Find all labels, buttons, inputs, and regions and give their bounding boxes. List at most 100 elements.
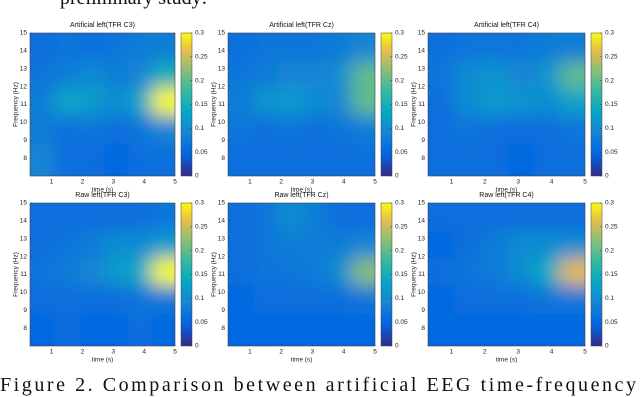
y-tick-label: 13 <box>418 235 426 242</box>
heat-cell <box>228 285 254 315</box>
y-tick-label: 15 <box>218 30 226 37</box>
y-tick-label: 12 <box>418 83 426 90</box>
y-tick-label: 15 <box>20 200 28 207</box>
heat-cell <box>30 33 56 63</box>
heat-cell <box>278 203 304 233</box>
heat-cell <box>303 285 329 315</box>
heat-cell <box>303 33 329 63</box>
caption: Figure 2. Comparison between artificial … <box>0 374 636 396</box>
colorbar-tick-label: 0.25 <box>395 54 408 61</box>
y-tick-label: 14 <box>418 48 426 55</box>
colorbar-tick-label: 0.05 <box>195 319 208 326</box>
heat-cell <box>454 33 482 63</box>
heat-cell <box>79 203 105 233</box>
heat-cell <box>54 313 80 346</box>
heat-cell <box>79 115 105 145</box>
heat-cell <box>151 203 175 233</box>
heat-cell <box>278 88 304 116</box>
colorbar-tick-label: 0.3 <box>195 30 204 37</box>
heat-cell <box>534 88 561 116</box>
heat-cell <box>228 143 254 176</box>
y-tick-label: 8 <box>23 325 27 332</box>
heat-cell <box>351 115 375 145</box>
colorbar-tick-label: 0.15 <box>395 101 408 108</box>
heat-cell <box>303 143 329 176</box>
heat-cell <box>228 88 254 116</box>
colorbar-tick-label: 0.2 <box>605 247 614 254</box>
colorbar-tick-label: 0.1 <box>195 125 204 132</box>
x-tick-label: 2 <box>81 179 85 186</box>
heat-cell <box>79 231 105 259</box>
y-tick-label: 11 <box>418 271 425 278</box>
heat-cell <box>30 313 56 346</box>
colorbar-tick-label: 0 <box>605 343 609 350</box>
heat-cell <box>454 231 482 259</box>
heatmap <box>30 33 175 176</box>
y-axis-label: Frequency (Hz) <box>13 82 20 127</box>
heat-cell <box>79 313 105 346</box>
colorbar-tick-label: 0.05 <box>395 149 408 156</box>
x-tick-label: 1 <box>50 179 54 186</box>
heat-cell <box>508 231 536 259</box>
y-tick-label: 9 <box>421 137 425 144</box>
heat-cell <box>303 115 329 145</box>
heat-cell <box>328 88 353 116</box>
heat-cell <box>534 285 561 315</box>
y-tick-label: 9 <box>421 307 425 314</box>
heat-cell <box>428 33 456 63</box>
heat-cell <box>303 88 329 116</box>
heat-cell <box>30 203 56 233</box>
colorbar-tick-label: 0.3 <box>395 200 404 207</box>
y-tick-label: 13 <box>20 235 28 242</box>
y-tick-label: 13 <box>218 235 226 242</box>
x-tick-label: 3 <box>111 179 115 186</box>
x-tick-label: 1 <box>248 179 252 186</box>
heat-cell <box>151 33 175 63</box>
chart-title: Artificial left(TFR C3) <box>70 22 135 29</box>
y-tick-label: 9 <box>221 307 225 314</box>
heat-cell <box>351 61 375 89</box>
heat-cell <box>328 203 353 233</box>
colorbar-tick-label: 0.05 <box>395 319 408 326</box>
heat-cell <box>104 88 130 116</box>
heat-cell <box>253 88 279 116</box>
heat-cell <box>303 61 329 89</box>
x-tick-label: 4 <box>142 349 146 356</box>
heat-cell <box>278 231 304 259</box>
heat-cell <box>428 115 456 145</box>
x-axis-label: time (s) <box>291 187 313 194</box>
y-tick-label: 11 <box>218 101 225 108</box>
heat-cell <box>328 143 353 176</box>
heat-cell <box>228 258 254 286</box>
heat-cell <box>428 61 456 89</box>
y-tick-label: 10 <box>418 119 426 126</box>
heat-cell <box>128 203 153 233</box>
heatmap-cells <box>228 33 375 176</box>
colorbar-tick-label: 0.15 <box>605 271 618 278</box>
heat-cell <box>30 115 56 145</box>
x-tick-label: 3 <box>311 349 315 356</box>
y-tick-label: 11 <box>20 101 27 108</box>
heatmap-cells <box>428 203 585 346</box>
heat-cell <box>328 313 353 346</box>
heatmap <box>428 33 585 176</box>
x-tick-label: 5 <box>173 179 177 186</box>
chart-title: Artificial left(TFR Cz) <box>269 22 334 29</box>
y-tick-label: 8 <box>221 325 225 332</box>
chart-title: Raw left(TFR Cz) <box>274 192 328 199</box>
heatmap-cells <box>428 33 585 176</box>
heat-cell <box>278 143 304 176</box>
x-tick-label: 1 <box>248 349 252 356</box>
x-tick-label: 1 <box>50 349 54 356</box>
y-tick-label: 14 <box>20 218 28 225</box>
y-axis-label: Frequency (Hz) <box>211 82 218 127</box>
y-tick-label: 10 <box>218 289 226 296</box>
colorbar-tick-label: 0.3 <box>605 30 614 37</box>
colorbar-tick-label: 0.2 <box>195 247 204 254</box>
y-tick-label: 8 <box>23 155 27 162</box>
colorbar-tick-label: 0 <box>195 343 199 350</box>
chart-title: Raw left(TFR C4) <box>479 192 533 199</box>
heat-cell <box>151 88 175 116</box>
x-tick-label: 2 <box>483 179 487 186</box>
colorbar-tick-label: 0.15 <box>195 101 208 108</box>
